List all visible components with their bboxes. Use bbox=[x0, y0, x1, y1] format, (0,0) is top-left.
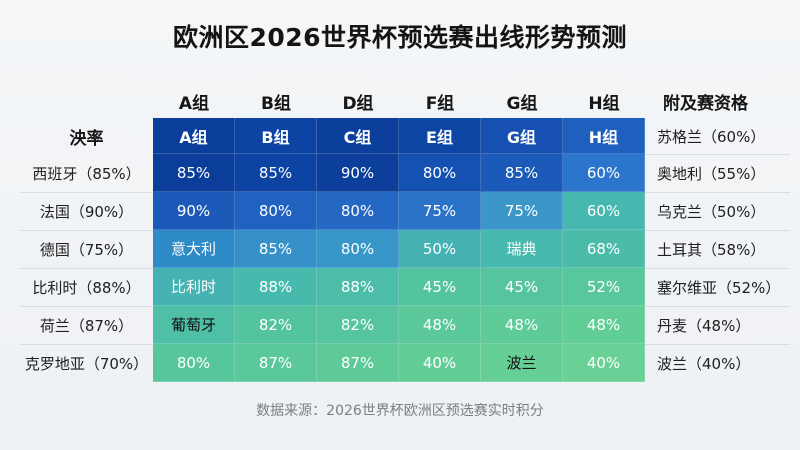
heatmap-cell: 68% bbox=[563, 230, 645, 268]
column-header: D组 bbox=[342, 93, 374, 114]
heatmap-cell: 87% bbox=[235, 344, 317, 382]
right-column-header: 附及赛资格 bbox=[663, 93, 748, 114]
heatmap-cell: 85% bbox=[235, 154, 317, 192]
heatmap-cell: 80% bbox=[153, 344, 235, 382]
heatmap-cell: 80% bbox=[235, 192, 317, 230]
column-header: H组 bbox=[588, 93, 620, 114]
column-header: B组 bbox=[261, 93, 291, 114]
heatmap-cell: 52% bbox=[563, 268, 645, 306]
playoff-entry: 奥地利（55%） bbox=[645, 154, 790, 192]
playoff-entry: 乌克兰（50%） bbox=[645, 192, 790, 230]
playoff-entry: 土耳其（58%） bbox=[645, 230, 790, 268]
playoff-entry: 苏格兰（60%） bbox=[657, 127, 766, 146]
heatmap-cell: 瑞典 bbox=[481, 230, 563, 268]
heatmap-cell: 48% bbox=[399, 306, 481, 344]
subheader-cell: E组 bbox=[399, 118, 481, 154]
heatmap-cell: 75% bbox=[399, 192, 481, 230]
heatmap-cell: 80% bbox=[399, 154, 481, 192]
column-header: G组 bbox=[506, 93, 538, 114]
playoff-entry: 波兰（40%） bbox=[645, 344, 790, 382]
heatmap-cell: 82% bbox=[235, 306, 317, 344]
heatmap-cell: 85% bbox=[235, 230, 317, 268]
heatmap-cell: 85% bbox=[153, 154, 235, 192]
subheader-cell: H组 bbox=[563, 118, 645, 154]
chart-title: 欧洲区2026世界杯预选赛出线形势预测 bbox=[172, 23, 628, 52]
heatmap-cell: 波兰 bbox=[481, 344, 563, 382]
heatmap-cell: 50% bbox=[399, 230, 481, 268]
heatmap-cell: 90% bbox=[153, 192, 235, 230]
corner-empty bbox=[20, 84, 153, 118]
row-label: 法国（90%） bbox=[20, 192, 153, 230]
subheader-cell: G组 bbox=[481, 118, 563, 154]
heatmap-cell: 60% bbox=[563, 154, 645, 192]
row-header-label: 泱率 bbox=[69, 128, 104, 149]
heatmap-cell: 45% bbox=[481, 268, 563, 306]
heatmap-cell: 88% bbox=[317, 268, 399, 306]
row-label: 克罗地亚（70%） bbox=[20, 344, 153, 382]
heatmap-table: A组 B组 D组 F组 G组 H组 附及赛资格 泱率 A组 B组 C组 E组 G组 H组 苏格兰（60%）西… bbox=[20, 84, 790, 382]
heatmap-cell: 87% bbox=[317, 344, 399, 382]
heatmap-cell: 48% bbox=[563, 306, 645, 344]
heatmap-cell: 82% bbox=[317, 306, 399, 344]
playoff-entry: 丹麦（48%） bbox=[645, 306, 790, 344]
row-label: 德国（75%） bbox=[20, 230, 153, 268]
subheader-cell: B组 bbox=[235, 118, 317, 154]
heatmap-cell: 40% bbox=[399, 344, 481, 382]
heatmap-cell: 80% bbox=[317, 230, 399, 268]
subheader-cell: C组 bbox=[317, 118, 399, 154]
heatmap-cell: 葡萄牙 bbox=[153, 306, 235, 344]
playoff-entry: 塞尔维亚（52%） bbox=[645, 268, 790, 306]
heatmap-cell: 75% bbox=[481, 192, 563, 230]
row-label: 荷兰（87%） bbox=[20, 306, 153, 344]
row-label: 西班牙（85%） bbox=[32, 164, 141, 183]
data-source: 数据来源：2026世界杯欧洲区预选赛实时积分 bbox=[256, 403, 544, 419]
heatmap-cell: 80% bbox=[317, 192, 399, 230]
row-label: 比利时（88%） bbox=[20, 268, 153, 306]
heatmap-cell: 60% bbox=[563, 192, 645, 230]
heatmap-cell: 48% bbox=[481, 306, 563, 344]
heatmap-cell: 85% bbox=[481, 154, 563, 192]
heatmap-cell: 40% bbox=[563, 344, 645, 382]
column-header: A组 bbox=[178, 93, 210, 114]
heatmap-cell: 比利时 bbox=[153, 268, 235, 306]
subheader-cell: A组 bbox=[153, 118, 235, 154]
heatmap-cell: 45% bbox=[399, 268, 481, 306]
heatmap-cell: 90% bbox=[317, 154, 399, 192]
heatmap-cell: 88% bbox=[235, 268, 317, 306]
column-header: F组 bbox=[425, 93, 455, 114]
heatmap-cell: 意大利 bbox=[153, 230, 235, 268]
